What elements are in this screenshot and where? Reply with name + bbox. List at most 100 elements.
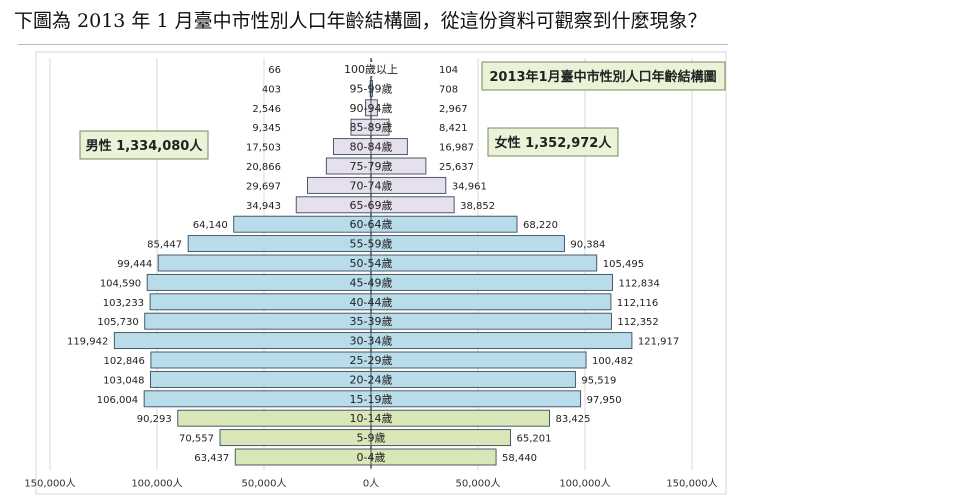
- male-bar: [113, 332, 372, 350]
- male-value-label: 66: [268, 65, 281, 76]
- female-value-label: 121,917: [638, 337, 679, 348]
- male-value-label: 119,942: [67, 337, 108, 348]
- female-bar: [370, 312, 612, 330]
- age-group-label: 55-59歲: [350, 237, 393, 251]
- female-bar: [370, 215, 518, 233]
- x-tick-label: 50,000人: [242, 477, 287, 489]
- female-value-label: 112,352: [617, 317, 658, 328]
- female-value-label: 38,852: [460, 201, 495, 212]
- female-value-label: 708: [439, 84, 458, 95]
- male-total-box: [79, 130, 209, 160]
- age-group-label: 30-34歲: [350, 334, 393, 348]
- age-group-label: 100歲以上: [344, 62, 398, 76]
- female-bar: [370, 448, 497, 466]
- age-group-label: 45-49歲: [350, 275, 393, 289]
- age-label-bg: [349, 62, 393, 76]
- male-value-label: 9,345: [252, 123, 281, 134]
- x-tick-label: 150,000人: [666, 477, 717, 489]
- female-bar: [370, 176, 447, 194]
- male-value-label: 64,140: [193, 220, 228, 231]
- age-group-label: 10-14歲: [350, 411, 393, 425]
- male-value-label: 103,048: [103, 375, 144, 386]
- female-bar: [370, 99, 378, 117]
- male-value-label: 105,730: [97, 317, 138, 328]
- female-bar: [370, 409, 550, 427]
- female-value-label: 65,201: [517, 434, 552, 445]
- male-value-label: 63,437: [194, 453, 229, 464]
- male-bar: [157, 254, 372, 272]
- female-bar: [370, 273, 613, 291]
- female-value-label: 8,421: [439, 123, 468, 134]
- female-value-label: 105,495: [603, 259, 644, 270]
- male-bar: [149, 293, 372, 311]
- age-group-label: 75-79歲: [350, 159, 393, 173]
- female-value-label: 25,637: [439, 162, 474, 173]
- female-bar: [370, 138, 408, 156]
- female-total-box: [487, 127, 619, 157]
- female-bar: [370, 254, 598, 272]
- female-bar: [370, 293, 612, 311]
- male-bar: [219, 429, 372, 447]
- chart-title: 2013年1月臺中市性別人口年齡結構圖: [489, 69, 716, 85]
- age-group-label: 80-84歲: [350, 140, 393, 154]
- age-group-label: 25-29歲: [350, 353, 393, 367]
- female-bar: [370, 332, 633, 350]
- age-group-label: 60-64歲: [350, 217, 393, 231]
- male-value-label: 29,697: [246, 181, 281, 192]
- question-text: 下圖為 2013 年 1 月臺中市性別人口年齡結構圖，從這份資料可觀察到什麼現象…: [14, 10, 707, 32]
- age-group-label: 35-39歲: [350, 314, 393, 328]
- male-value-label: 2,546: [252, 104, 281, 115]
- male-value-label: 34,943: [246, 201, 281, 212]
- male-value-label: 70,557: [179, 434, 214, 445]
- male-value-label: 102,846: [104, 356, 145, 367]
- female-value-label: 58,440: [502, 453, 537, 464]
- x-tick-label: 100,000人: [559, 477, 610, 489]
- male-bar: [150, 351, 372, 369]
- female-value-label: 112,116: [617, 298, 658, 309]
- female-value-label: 90,384: [570, 240, 605, 251]
- age-group-label: 5-9歲: [357, 431, 386, 445]
- x-tick-label: 100,000人: [131, 477, 182, 489]
- age-group-label: 90-94歲: [350, 101, 393, 115]
- male-bar: [144, 312, 372, 330]
- male-value-label: 90,293: [137, 414, 172, 425]
- male-value-label: 106,004: [97, 395, 138, 406]
- female-value-label: 83,425: [556, 414, 591, 425]
- female-value-label: 95,519: [581, 375, 616, 386]
- male-bar: [146, 273, 372, 291]
- divider: [18, 44, 728, 45]
- chart-title-box: [481, 61, 726, 91]
- female-value-label: 2,967: [439, 104, 468, 115]
- female-bar: [370, 118, 390, 136]
- bars: [113, 60, 633, 466]
- male-bar: [150, 370, 372, 388]
- male-total-label: 男性 1,334,080人: [86, 138, 204, 154]
- female-bar: [370, 351, 587, 369]
- female-value-label: 112,834: [618, 278, 659, 289]
- female-value-label: 34,961: [452, 181, 487, 192]
- age-group-label: 50-54歲: [350, 256, 393, 270]
- male-bar: [234, 448, 372, 466]
- x-tick-label: 50,000人: [456, 477, 501, 489]
- female-bar: [370, 390, 582, 408]
- male-value-label: 103,233: [103, 298, 144, 309]
- male-bar: [143, 390, 372, 408]
- female-bar: [370, 196, 455, 214]
- male-value-label: 403: [262, 84, 281, 95]
- female-bar: [370, 429, 511, 447]
- female-bar: [370, 370, 576, 388]
- x-tick-label: 0人: [363, 477, 379, 489]
- male-value-label: 85,447: [147, 240, 182, 251]
- female-bar: [370, 235, 565, 253]
- female-bar: [370, 157, 427, 175]
- female-value-label: 68,220: [523, 220, 558, 231]
- male-bar: [187, 235, 372, 253]
- female-total-label: 女性 1,352,972人: [495, 135, 613, 151]
- age-group-label: 40-44歲: [350, 295, 393, 309]
- age-group-label: 15-19歲: [350, 392, 393, 406]
- female-value-label: 100,482: [592, 356, 633, 367]
- age-group-label: 70-74歲: [350, 178, 393, 192]
- age-group-label: 65-69歲: [350, 198, 393, 212]
- female-value-label: 97,950: [587, 395, 622, 406]
